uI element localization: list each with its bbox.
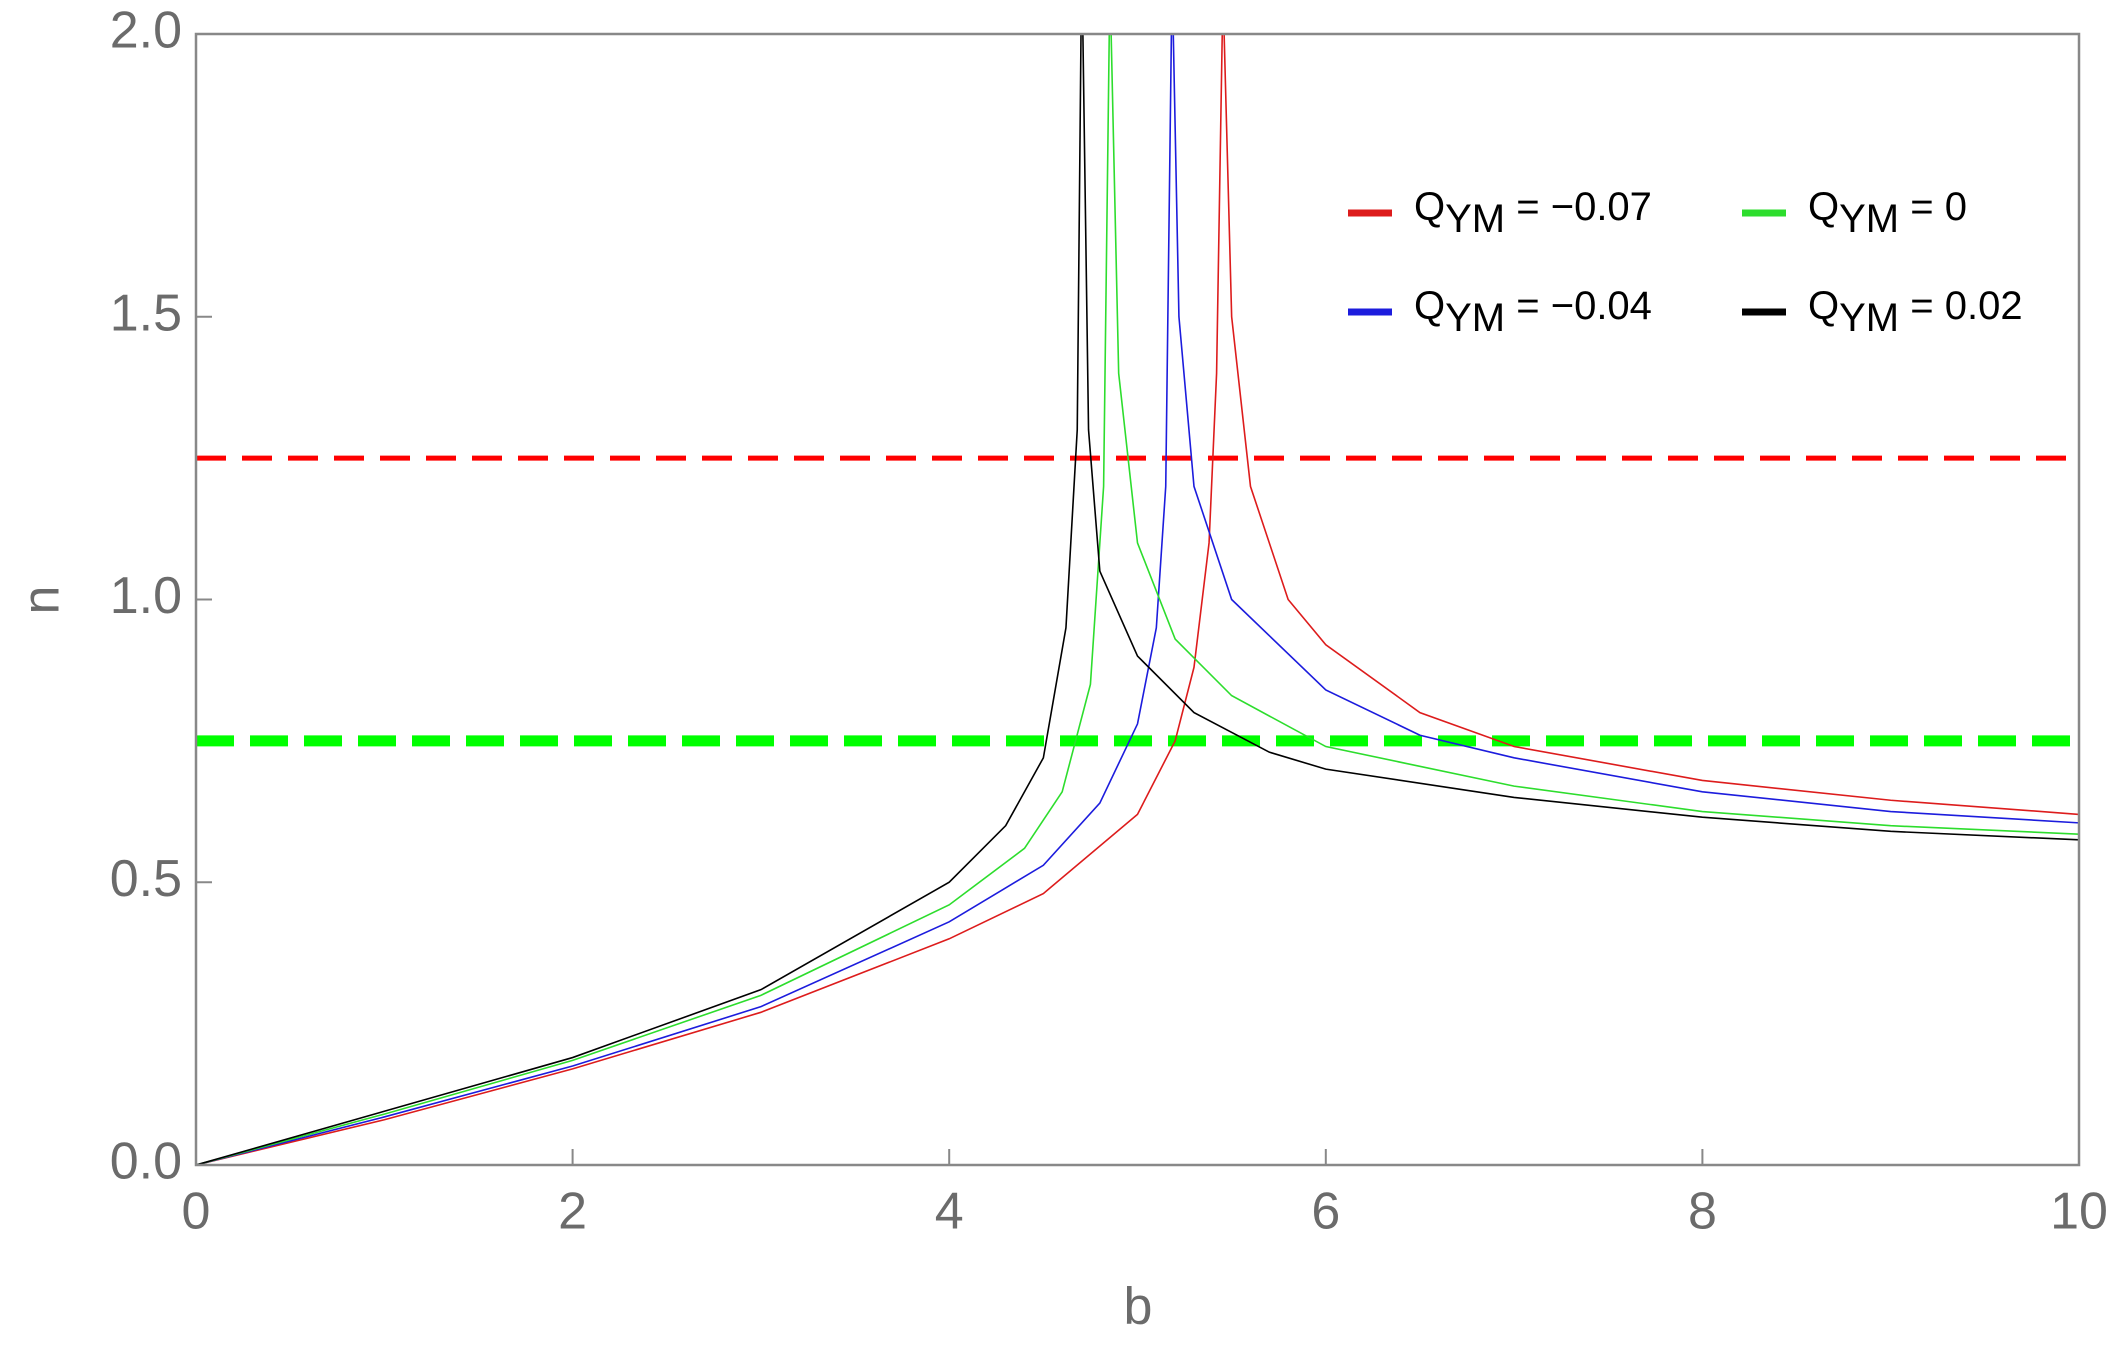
legend-label: QYM = −0.07 bbox=[1414, 185, 1652, 241]
y-tick-label: 1.5 bbox=[110, 284, 182, 342]
series-line bbox=[196, 34, 2079, 1165]
y-tick-label: 0.5 bbox=[110, 850, 182, 908]
x-tick-label: 6 bbox=[1311, 1183, 1340, 1241]
series-line bbox=[196, 34, 2079, 1165]
plot-frame bbox=[194, 32, 2081, 1167]
legend-label: QYM = −0.04 bbox=[1414, 284, 1652, 340]
x-tick-label: 2 bbox=[558, 1183, 587, 1241]
x-tick-label: 4 bbox=[935, 1183, 964, 1241]
x-tick-label: 10 bbox=[2050, 1183, 2108, 1241]
x-axis-label: b bbox=[1124, 1278, 1153, 1336]
legend-label: QYM = 0.02 bbox=[1808, 284, 2023, 340]
y-axis-label: n bbox=[13, 586, 71, 615]
y-tick-label: 0.0 bbox=[110, 1133, 182, 1191]
series-line bbox=[196, 34, 2079, 1165]
y-tick-label: 1.0 bbox=[110, 567, 182, 625]
x-tick-label: 0 bbox=[182, 1183, 211, 1241]
series-line bbox=[196, 34, 2079, 1165]
x-tick-label: 8 bbox=[1688, 1183, 1717, 1241]
y-tick-label: 2.0 bbox=[110, 2, 182, 60]
legend-label: QYM = 0 bbox=[1808, 185, 1967, 241]
